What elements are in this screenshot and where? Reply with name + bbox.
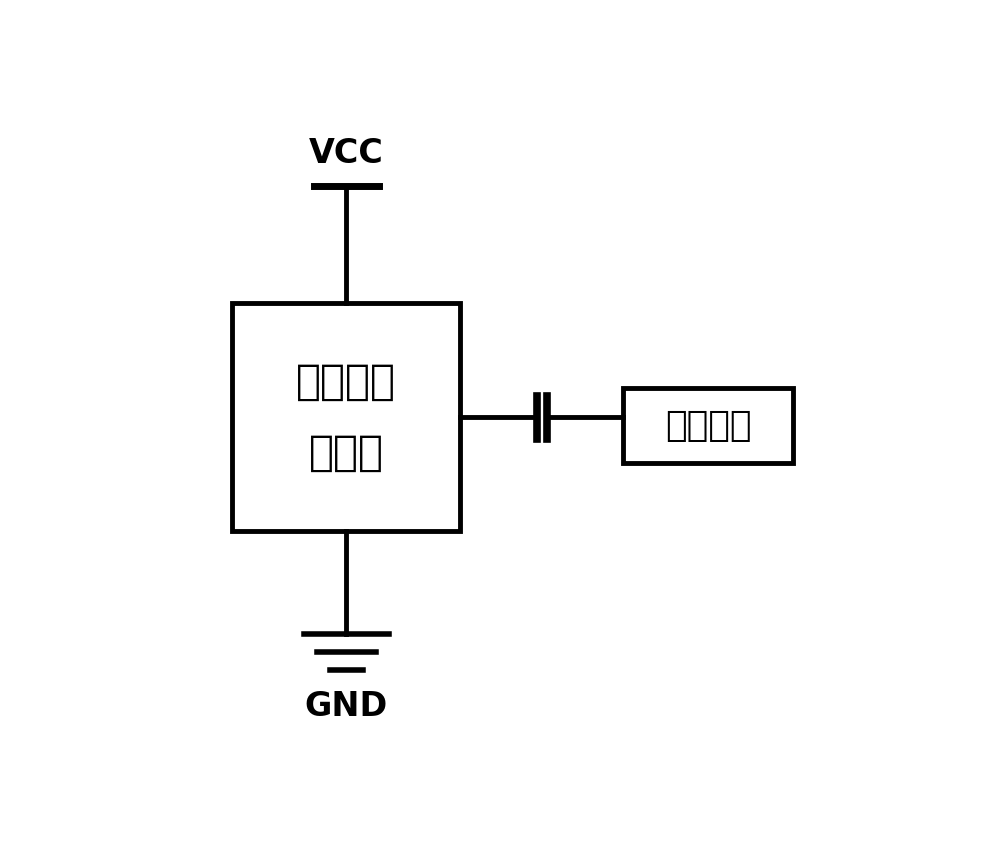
Bar <box>623 388 793 463</box>
Bar <box>232 304 460 531</box>
Text: GND: GND <box>305 689 388 722</box>
Text: VCC: VCC <box>309 137 384 170</box>
Text: 信号输出: 信号输出 <box>665 409 751 442</box>
Text: 有源晶体: 有源晶体 <box>296 360 396 403</box>
Text: 振荝器: 振荝器 <box>309 432 384 475</box>
